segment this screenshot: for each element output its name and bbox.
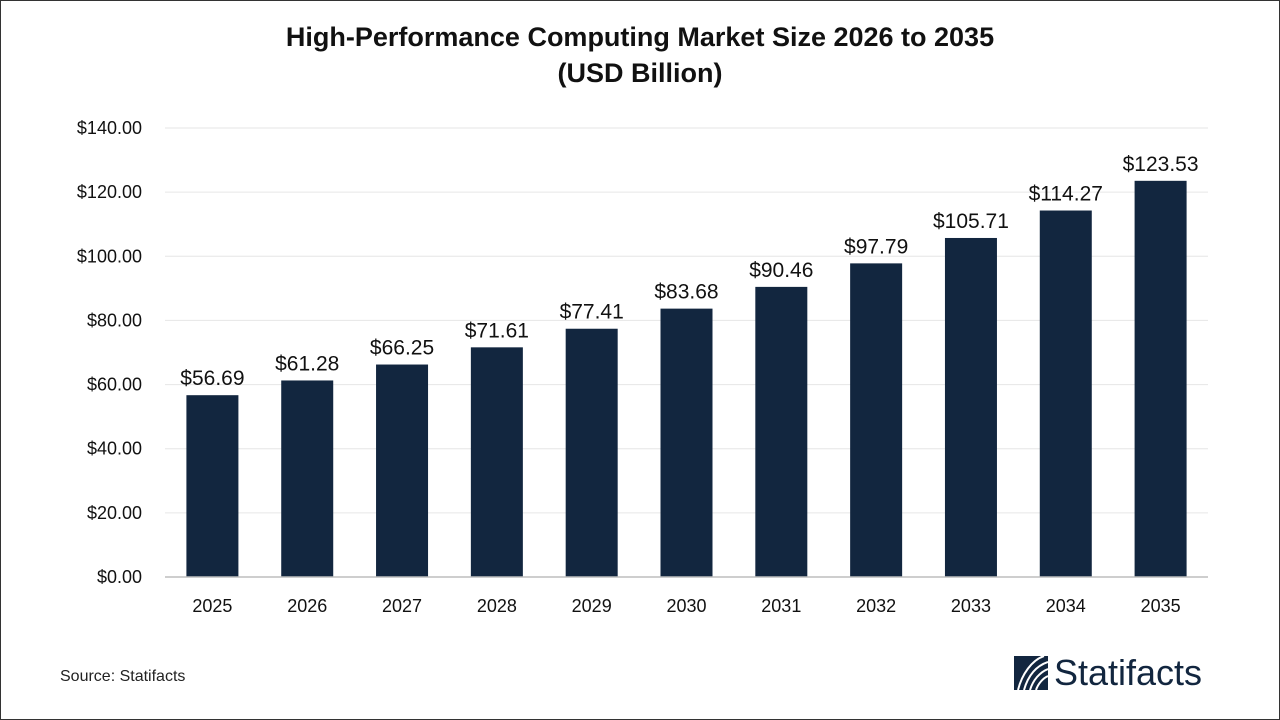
bar xyxy=(755,286,808,577)
y-tick-label: $0.00 xyxy=(97,567,142,587)
data-label: $123.53 xyxy=(1123,153,1199,176)
statifacts-logo-icon xyxy=(1014,656,1048,690)
bar xyxy=(470,347,523,577)
data-label: $61.28 xyxy=(275,352,339,375)
x-tick-label: 2035 xyxy=(1141,596,1181,616)
x-tick-label: 2031 xyxy=(761,596,801,616)
data-label: $105.71 xyxy=(933,210,1009,233)
y-tick-label: $140.00 xyxy=(77,118,142,138)
bar xyxy=(376,364,429,577)
chart-title: High-Performance Computing Market Size 2… xyxy=(285,22,995,52)
x-tick-label: 2027 xyxy=(382,596,422,616)
x-tick-label: 2028 xyxy=(477,596,517,616)
x-tick-label: 2029 xyxy=(572,596,612,616)
y-tick-label: $120.00 xyxy=(77,182,142,202)
bar xyxy=(1134,180,1187,577)
data-label: $66.25 xyxy=(370,337,434,360)
bar xyxy=(660,308,713,577)
data-label: $56.69 xyxy=(180,367,244,390)
data-label: $71.61 xyxy=(465,319,529,342)
y-tick-label: $20.00 xyxy=(87,503,142,523)
bar xyxy=(944,237,997,577)
y-tick-label: $60.00 xyxy=(87,375,142,395)
data-label: $97.79 xyxy=(844,235,908,258)
statifacts-logo: Statifacts xyxy=(1014,652,1202,694)
bar xyxy=(1039,210,1092,578)
x-tick-label: 2025 xyxy=(192,596,232,616)
x-tick-label: 2026 xyxy=(287,596,327,616)
x-tick-label: 2033 xyxy=(951,596,991,616)
bar xyxy=(565,328,618,577)
y-tick-label: $100.00 xyxy=(77,246,142,266)
y-tick-label: $80.00 xyxy=(87,310,142,330)
y-tick-label: $40.00 xyxy=(87,439,142,459)
chart-subtitle: (USD Billion) xyxy=(557,58,723,88)
source-note: Source: Statifacts xyxy=(60,668,186,685)
bar xyxy=(186,395,239,577)
bar xyxy=(281,380,334,577)
bar xyxy=(850,263,903,577)
logo-text: Statifacts xyxy=(1054,652,1203,693)
x-tick-label: 2034 xyxy=(1046,596,1086,616)
data-label: $90.46 xyxy=(749,259,813,282)
data-label: $77.41 xyxy=(560,301,624,324)
data-label: $83.68 xyxy=(654,281,718,304)
x-tick-label: 2032 xyxy=(856,596,896,616)
data-label: $114.27 xyxy=(1029,183,1103,206)
x-tick-label: 2030 xyxy=(666,596,706,616)
